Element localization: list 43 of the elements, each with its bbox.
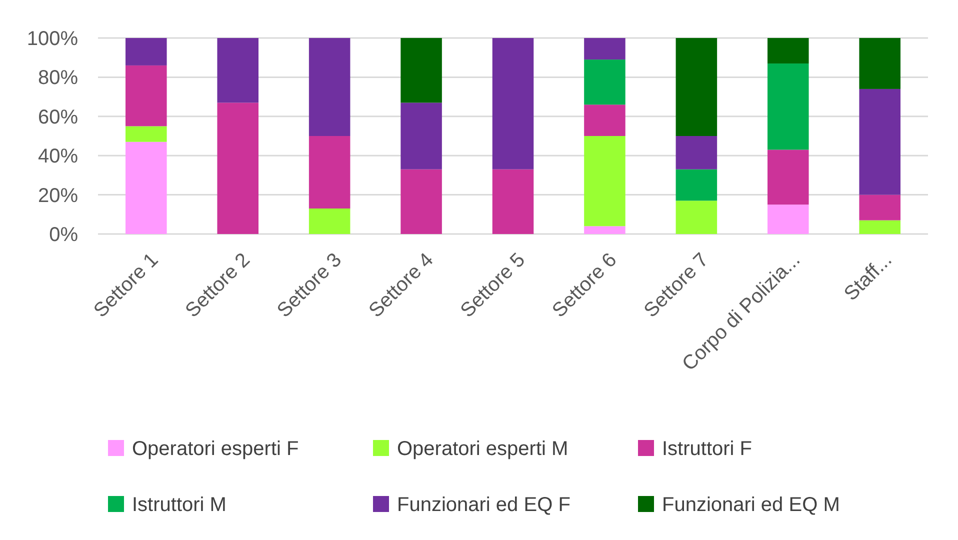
- bar: [768, 38, 809, 64]
- y-tick-label: 80%: [38, 67, 78, 90]
- bar: [400, 169, 442, 234]
- bar: [676, 38, 718, 136]
- bar: [400, 102, 442, 170]
- legend-label: Istruttori F: [662, 438, 752, 460]
- bar: [768, 204, 809, 234]
- bar: [676, 200, 718, 234]
- y-tick-label: 40%: [38, 146, 78, 168]
- bar: [584, 38, 626, 60]
- y-tick-label: 100%: [26, 28, 78, 50]
- bar: [492, 38, 534, 170]
- bar: [859, 38, 900, 89]
- bar: [217, 38, 258, 103]
- legend-label: Operatori esperti M: [397, 438, 568, 460]
- y-tick-label: 0%: [49, 224, 78, 246]
- bar: [308, 38, 350, 136]
- bar: [492, 169, 534, 234]
- bar: [859, 194, 900, 220]
- bar: [859, 220, 900, 234]
- bar: [584, 226, 626, 234]
- bar: [126, 142, 167, 234]
- bar: [584, 136, 626, 226]
- bar: [400, 38, 442, 103]
- legend-label: Funzionari ed EQ M: [662, 494, 840, 516]
- bar: [584, 104, 626, 136]
- legend-label: Operatori esperti F: [132, 438, 299, 460]
- bar: [859, 88, 900, 195]
- bar: [126, 38, 167, 66]
- bar: [126, 65, 167, 126]
- y-tick-label: 20%: [38, 184, 78, 207]
- bar: [308, 208, 350, 234]
- bar: [308, 136, 350, 209]
- bar: [676, 136, 718, 170]
- bar: [768, 63, 809, 150]
- legend-label: Funzionari ed EQ F: [397, 494, 570, 516]
- bar: [676, 169, 718, 201]
- bar: [217, 102, 258, 234]
- y-tick-label: 60%: [38, 106, 78, 128]
- bar: [584, 60, 626, 105]
- bar: [768, 150, 809, 205]
- bar: [126, 126, 167, 142]
- legend-label: Istruttori M: [132, 494, 226, 516]
